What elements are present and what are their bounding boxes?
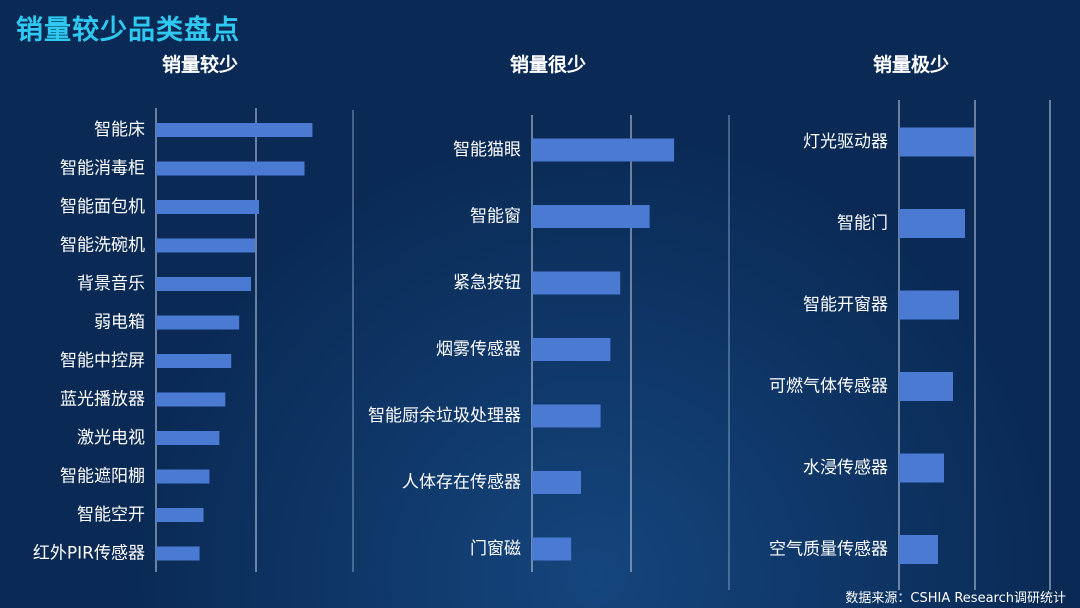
- bar: [532, 471, 581, 494]
- category-label: 烟雾传感器: [436, 340, 521, 360]
- bar: [899, 535, 938, 564]
- category-label: 紧急按钮: [453, 273, 521, 293]
- category-label: 智能窗: [470, 207, 521, 227]
- category-label: 背景音乐: [77, 274, 145, 294]
- category-label: 智能中控屏: [60, 351, 145, 371]
- category-label: 可燃气体传感器: [769, 377, 888, 397]
- page-title: 销量较少品类盘点: [16, 15, 240, 46]
- category-label: 智能厨余垃圾处理器: [368, 406, 521, 426]
- category-label: 门窗磁: [470, 539, 521, 559]
- category-label: 智能猫眼: [453, 140, 521, 160]
- category-label: 灯光驱动器: [803, 132, 888, 152]
- bar: [156, 200, 259, 214]
- bar: [532, 138, 675, 162]
- category-label: 智能空开: [77, 505, 145, 525]
- bar: [899, 209, 965, 238]
- bar: [899, 372, 953, 401]
- bar: [532, 205, 650, 228]
- bar: [899, 453, 944, 483]
- category-label: 激光电视: [77, 428, 145, 448]
- bar: [532, 404, 601, 428]
- chart-panel-1: 智能床智能消毒柜智能面包机智能洗碗机背景音乐弱电箱智能中控屏蓝光播放器激光电视智…: [33, 108, 313, 572]
- category-label: 弱电箱: [94, 313, 145, 333]
- category-label: 智能遮阳棚: [60, 467, 145, 487]
- bar: [156, 238, 255, 253]
- category-label: 智能门: [837, 214, 888, 234]
- category-label: 智能面包机: [60, 197, 145, 217]
- bar: [156, 392, 226, 407]
- category-label: 蓝光播放器: [60, 390, 145, 410]
- bar: [156, 431, 220, 445]
- panel-title-2: 销量很少: [509, 54, 586, 76]
- bar: [156, 508, 204, 522]
- category-label: 智能消毒柜: [60, 159, 145, 179]
- bar: [156, 123, 313, 137]
- bar: [156, 546, 200, 561]
- panel-title-3: 销量极少: [872, 54, 949, 76]
- source-note: 数据来源：CSHIA Research调研统计: [845, 591, 1066, 606]
- bar: [156, 354, 232, 368]
- category-label: 红外PIR传感器: [33, 544, 145, 564]
- category-label: 人体存在传感器: [402, 473, 521, 493]
- category-label: 智能开窗器: [803, 295, 888, 315]
- bar: [532, 271, 621, 295]
- bar: [156, 161, 305, 176]
- bar: [899, 127, 974, 157]
- category-label: 空气质量传感器: [769, 540, 888, 560]
- category-label: 智能洗碗机: [60, 236, 145, 256]
- bar: [156, 315, 240, 330]
- panel-title-1: 销量较少: [161, 54, 238, 76]
- bar: [532, 537, 572, 561]
- category-label: 水浸传感器: [803, 458, 888, 478]
- bar: [156, 469, 210, 484]
- bar: [899, 290, 959, 320]
- category-label: 智能床: [94, 120, 145, 140]
- bar: [156, 277, 252, 291]
- bar: [532, 338, 611, 361]
